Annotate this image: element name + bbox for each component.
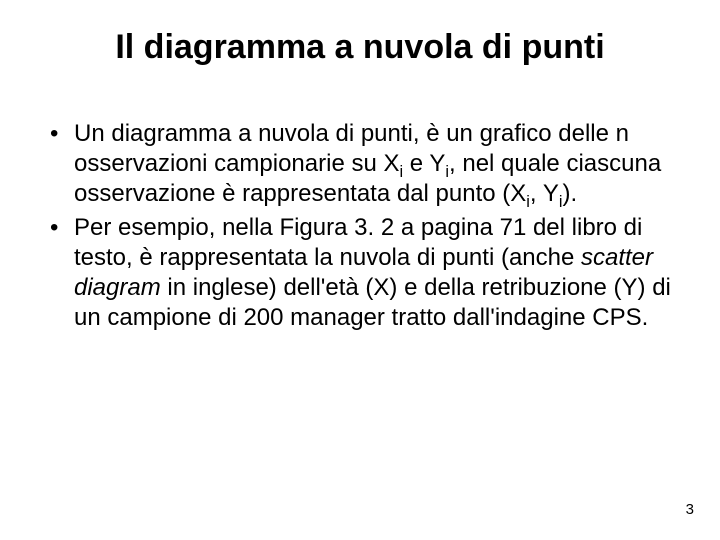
bullet-marker: • bbox=[48, 119, 74, 209]
slide-title: Il diagramma a nuvola di punti bbox=[48, 28, 672, 67]
text-run: in inglese) dell'età (X) e della retribu… bbox=[74, 274, 671, 331]
slide: Il diagramma a nuvola di punti • Un diag… bbox=[0, 0, 720, 540]
text-run: , Y bbox=[530, 180, 559, 207]
bullet-marker: • bbox=[48, 213, 74, 333]
bullet-item: • Un diagramma a nuvola di punti, è un g… bbox=[48, 119, 672, 209]
bullet-text: Un diagramma a nuvola di punti, è un gra… bbox=[74, 119, 672, 209]
text-run: ). bbox=[562, 180, 577, 207]
bullet-item: • Per esempio, nella Figura 3. 2 a pagin… bbox=[48, 213, 672, 333]
page-number: 3 bbox=[686, 501, 694, 518]
slide-body: • Un diagramma a nuvola di punti, è un g… bbox=[48, 119, 672, 333]
bullet-text: Per esempio, nella Figura 3. 2 a pagina … bbox=[74, 213, 672, 333]
text-run: e Y bbox=[403, 150, 445, 177]
text-run: Per esempio, nella Figura 3. 2 a pagina … bbox=[74, 214, 642, 271]
